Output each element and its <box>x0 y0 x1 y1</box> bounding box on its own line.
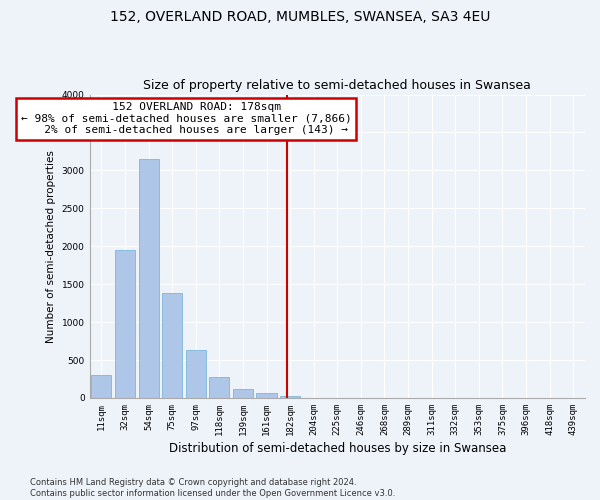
Text: Contains HM Land Registry data © Crown copyright and database right 2024.
Contai: Contains HM Land Registry data © Crown c… <box>30 478 395 498</box>
Bar <box>256 392 277 398</box>
Bar <box>186 350 206 398</box>
Title: Size of property relative to semi-detached houses in Swansea: Size of property relative to semi-detach… <box>143 79 531 92</box>
Bar <box>139 159 158 398</box>
Text: 152, OVERLAND ROAD, MUMBLES, SWANSEA, SA3 4EU: 152, OVERLAND ROAD, MUMBLES, SWANSEA, SA… <box>110 10 490 24</box>
Text: 152 OVERLAND ROAD: 178sqm
← 98% of semi-detached houses are smaller (7,866)
   2: 152 OVERLAND ROAD: 178sqm ← 98% of semi-… <box>21 102 352 136</box>
X-axis label: Distribution of semi-detached houses by size in Swansea: Distribution of semi-detached houses by … <box>169 442 506 455</box>
Bar <box>115 250 135 398</box>
Bar <box>91 375 112 398</box>
Y-axis label: Number of semi-detached properties: Number of semi-detached properties <box>46 150 56 342</box>
Bar <box>280 396 300 398</box>
Bar <box>233 389 253 398</box>
Bar <box>209 377 229 398</box>
Bar <box>162 294 182 398</box>
